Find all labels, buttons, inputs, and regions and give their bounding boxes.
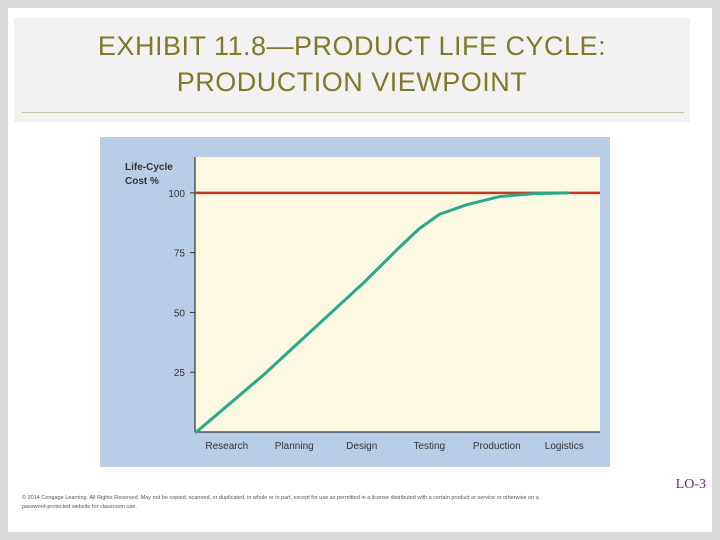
x-tick-label-research: Research bbox=[205, 441, 248, 452]
plot-area bbox=[195, 157, 600, 432]
x-tick-label-design: Design bbox=[346, 441, 377, 452]
x-tick-label-planning: Planning bbox=[275, 441, 314, 452]
title-line-2: PRODUCTION VIEWPOINT bbox=[176, 67, 528, 97]
y-tick-label-25: 25 bbox=[174, 368, 186, 379]
y-axis-label-line-2: Cost % bbox=[125, 176, 159, 187]
y-tick-label-75: 75 bbox=[174, 249, 186, 260]
y-tick-label-50: 50 bbox=[174, 308, 186, 319]
x-tick-label-logistics: Logistics bbox=[545, 441, 584, 452]
footer-line-1: © 2014 Cengage Learning. All Rights Rese… bbox=[22, 495, 539, 501]
learning-objective-tag: LO-3 bbox=[675, 477, 706, 492]
y-axis-label-line-1: Life-Cycle bbox=[125, 162, 173, 173]
cumulative-cost-curve bbox=[194, 191, 570, 434]
footer-line-2: password-protected website for classroom… bbox=[22, 504, 137, 510]
x-tick-label-production: Production bbox=[473, 441, 521, 452]
title-line-1: EXHIBIT 11.8—PRODUCT LIFE CYCLE: bbox=[97, 31, 607, 61]
slide-title: EXHIBIT 11.8—PRODUCT LIFE CYCLE: PRODUCT… bbox=[14, 28, 690, 100]
chart-frame: Life-Cycle Cost % 25 50 75 100 Research Plannin… bbox=[100, 137, 610, 467]
title-band bbox=[14, 18, 690, 122]
x-tick-label-testing: Testing bbox=[413, 441, 445, 452]
copyright-footer: © 2014 Cengage Learning. All Rights Rese… bbox=[22, 494, 682, 512]
y-tick-label-100: 100 bbox=[168, 189, 185, 200]
title-divider bbox=[22, 112, 684, 113]
life-cycle-chart: Life-Cycle Cost % 25 50 75 100 Research Plannin… bbox=[125, 157, 600, 452]
